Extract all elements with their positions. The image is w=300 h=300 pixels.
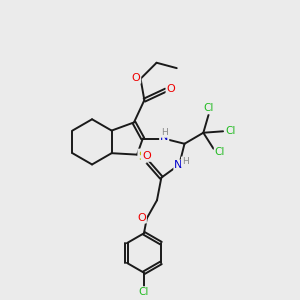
Text: O: O	[142, 151, 151, 161]
Text: S: S	[138, 150, 146, 163]
Text: Cl: Cl	[215, 147, 225, 157]
Text: O: O	[137, 213, 146, 223]
Text: H: H	[161, 128, 168, 137]
Text: Cl: Cl	[225, 126, 236, 136]
Text: Cl: Cl	[203, 103, 214, 113]
Text: N: N	[174, 160, 183, 170]
Text: O: O	[167, 84, 175, 94]
Text: H: H	[182, 157, 188, 166]
Text: Cl: Cl	[139, 287, 149, 297]
Text: N: N	[160, 132, 168, 142]
Text: O: O	[132, 73, 140, 83]
